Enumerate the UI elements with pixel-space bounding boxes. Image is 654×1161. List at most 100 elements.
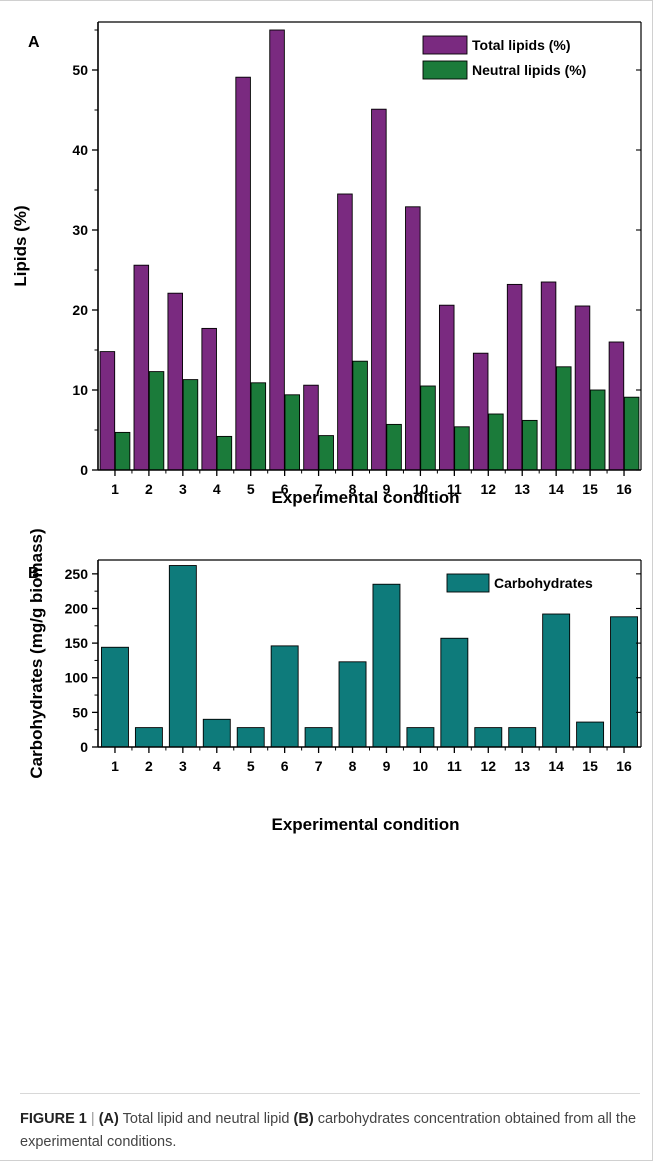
bar-a-s1-c2 [133,264,150,471]
x-tick-label: 15 [582,481,598,497]
bar-a-s2-c4 [216,435,233,471]
bar-a-s1-c16 [608,341,625,471]
x-tick-label: 13 [514,481,530,497]
x-tick-label: 16 [616,481,632,497]
bar-a-s1-c11 [438,304,455,471]
bar-a-s2-c1 [114,431,131,471]
bar-a-s1-c8 [337,193,353,471]
x-tick-label: 2 [145,481,153,497]
bar-a-s1-c1 [99,351,116,471]
bar-b-s1-c13 [508,727,537,748]
figure-caption: FIGURE 1 | (A) Total lipid and neutral l… [20,1093,640,1154]
y-axis-title: Lipids (%) [11,205,30,286]
y-tick-label: 150 [65,635,89,651]
legend-swatch [422,60,468,80]
x-tick-label: 11 [447,481,462,497]
caption-text-a: Total lipid and neutral lipid [122,1111,290,1127]
bar-a-s2-c3 [182,379,199,471]
bar-b-s1-c9 [372,583,401,748]
x-tick-label: 6 [281,481,289,497]
x-tick-label: 5 [247,481,255,497]
bar-a-s2-c2 [148,371,165,471]
legend-swatch [446,573,490,593]
x-axis-title: Experimental condition [272,488,460,507]
y-tick-label: 50 [72,704,88,720]
y-tick-label: 20 [72,302,88,318]
caption-separator: | [90,1111,95,1127]
x-tick-label: 16 [616,758,632,774]
bar-a-s2-c13 [522,419,538,471]
y-tick-label: 10 [72,382,88,398]
x-tick-label: 9 [383,758,391,774]
bar-b-s1-c16 [610,616,638,748]
bar-b-s1-c8 [338,661,367,748]
bar-b-s1-c3 [168,565,197,748]
bar-a-s1-c15 [574,305,591,471]
x-tick-label: 3 [179,758,187,774]
bar-a-s1-c10 [405,206,421,471]
legend-label: Total lipids (%) [472,37,571,53]
x-tick-label: 3 [179,481,187,497]
bar-a-s2-c10 [420,385,436,471]
bar-a-s1-c6 [269,29,285,471]
panel-letter: B [28,565,40,582]
y-axis-title: Carbohydrates (mg/g biomass) [27,528,46,778]
bar-b-s1-c2 [134,727,163,748]
bar-a-s1-c4 [201,327,217,471]
x-tick-label: 13 [514,758,530,774]
bar-a-s2-c7 [318,435,334,471]
bar-a-s1-c13 [506,283,523,471]
bar-b-s1-c12 [474,727,503,748]
x-tick-label: 10 [413,758,429,774]
x-tick-label: 15 [582,758,598,774]
x-tick-label: 1 [111,758,119,774]
bar-a-s1-c7 [303,384,319,471]
legend-swatch [422,35,468,55]
bar-a-s2-c11 [454,426,470,471]
y-tick-label: 40 [72,142,88,158]
caption-figure-label: FIGURE 1 [20,1111,87,1127]
x-tick-label: 1 [111,481,119,497]
x-tick-label: 7 [315,758,323,774]
bar-a-s1-c9 [371,108,387,471]
y-tick-label: 0 [80,462,88,478]
x-axis-title: Experimental condition [272,815,460,834]
bar-b-s1-c6 [270,645,299,748]
y-tick-label: 30 [72,222,88,238]
bar-a-s2-c15 [589,389,606,471]
x-tick-label: 11 [447,758,462,774]
bar-b-s1-c15 [576,721,605,748]
bar-b-s1-c1 [101,646,129,748]
bar-a-s2-c14 [556,366,572,471]
caption-text-b: carbohydrates concentration obtained fro… [20,1111,637,1150]
x-tick-label: 14 [548,758,564,774]
bar-b-s1-c14 [542,613,571,748]
y-tick-label: 50 [72,62,88,78]
x-tick-label: 10 [413,481,429,497]
bar-b-s1-c5 [236,727,265,748]
bar-a-s1-c5 [235,76,251,471]
bar-b-s1-c7 [304,727,333,748]
bar-a-s1-c3 [167,292,183,471]
y-tick-label: 250 [65,566,89,582]
bar-b-s1-c11 [440,637,469,748]
bar-b-s1-c10 [406,727,435,748]
x-tick-label: 7 [315,481,323,497]
x-tick-label: 4 [213,758,221,774]
x-tick-label: 6 [281,758,289,774]
x-tick-label: 8 [349,758,357,774]
y-tick-label: 200 [65,600,89,616]
bar-a-s2-c8 [352,360,368,471]
y-tick-label: 0 [80,739,88,755]
caption-text: FIGURE 1 | (A) Total lipid and neutral l… [20,1108,640,1154]
x-tick-label: 8 [349,481,357,497]
x-tick-label: 9 [383,481,391,497]
bar-a-s2-c16 [623,396,640,471]
x-tick-label: 12 [480,481,496,497]
legend-label: Carbohydrates [494,575,593,591]
x-tick-label: 5 [247,758,255,774]
x-tick-label: 14 [548,481,564,497]
bar-a-s2-c9 [386,423,402,471]
